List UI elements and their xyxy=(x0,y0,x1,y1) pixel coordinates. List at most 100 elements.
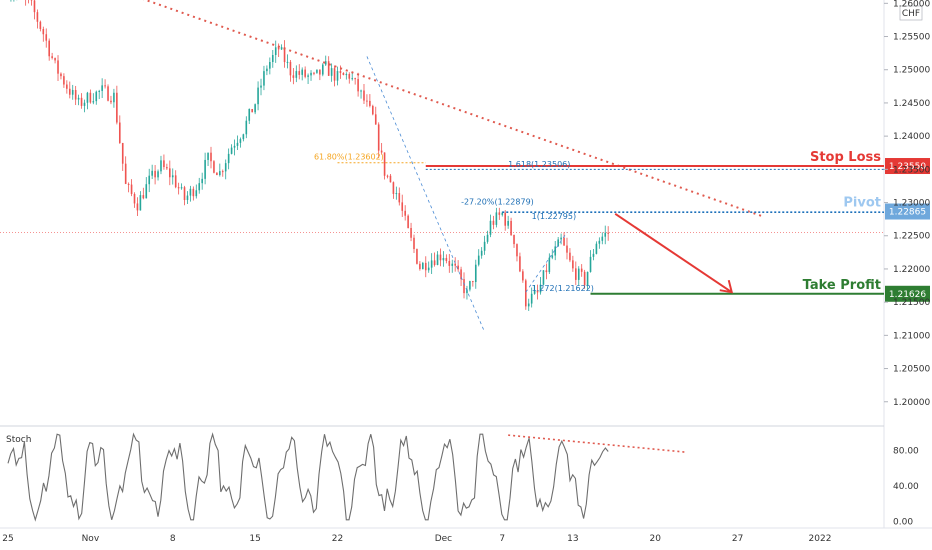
level-price-tag xyxy=(885,158,930,175)
candle-body xyxy=(424,262,427,271)
candle-body xyxy=(598,240,601,244)
candle-body xyxy=(101,85,103,91)
candle-body xyxy=(510,220,512,235)
candle-body xyxy=(42,29,45,35)
candle-body xyxy=(113,92,115,103)
stoch-tick-label: 40.00 xyxy=(893,482,919,492)
candle-body xyxy=(66,84,68,89)
candle-body xyxy=(474,264,477,283)
candle-body xyxy=(422,262,424,270)
candle-body xyxy=(348,74,351,79)
candle-body xyxy=(127,183,130,185)
candle-body xyxy=(566,245,568,253)
candle-body xyxy=(360,90,362,92)
candle-body xyxy=(439,254,442,261)
candle-body xyxy=(589,256,592,272)
candle-body xyxy=(198,183,201,191)
price-tick-label: 1.20500 xyxy=(893,365,930,375)
candle-body xyxy=(298,71,301,75)
candle-body xyxy=(151,170,153,176)
candle-body xyxy=(542,270,545,285)
level-label: Stop Loss xyxy=(810,150,881,165)
candle-body xyxy=(560,237,562,240)
candle-body xyxy=(383,152,386,176)
currency-label: CHF xyxy=(902,9,920,19)
candle-body xyxy=(195,190,198,197)
candle-body xyxy=(271,55,274,62)
candle-body xyxy=(442,258,445,261)
candle-body xyxy=(171,175,174,178)
candle-body xyxy=(251,108,253,113)
candle-body xyxy=(554,246,557,256)
fib-wave-line xyxy=(525,232,568,293)
projection-arrow xyxy=(614,212,733,294)
candle-body xyxy=(345,74,348,76)
candle-body xyxy=(169,168,171,178)
candle-body xyxy=(460,269,462,280)
candle-body xyxy=(230,147,233,154)
candle-body xyxy=(118,122,121,143)
candle-body xyxy=(86,92,89,103)
candle-body xyxy=(363,90,365,101)
candle-body xyxy=(213,161,215,173)
candle-body xyxy=(327,61,330,76)
candle-body xyxy=(274,47,277,56)
candle-body xyxy=(104,85,106,87)
fib-label: 1.272(1.21622) xyxy=(532,284,594,293)
candle-body xyxy=(321,64,324,75)
candle-body xyxy=(189,188,192,196)
level-label: Pivot xyxy=(843,196,881,211)
candle-body xyxy=(98,90,101,92)
fib-label: 1.618(1.23506) xyxy=(508,160,570,169)
candle-body xyxy=(407,215,409,228)
candle-body xyxy=(77,97,80,100)
date-tick-label: Nov xyxy=(82,534,100,544)
candle-body xyxy=(583,271,586,286)
candle-body xyxy=(404,210,406,216)
candle-body xyxy=(301,69,304,75)
candle-body xyxy=(536,290,539,293)
candle-body xyxy=(419,263,421,270)
candle-body xyxy=(372,105,374,115)
candle-body xyxy=(577,268,580,280)
candle-body xyxy=(254,104,256,113)
candle-body xyxy=(498,212,501,215)
stoch-title: Stoch xyxy=(6,435,31,445)
candle-body xyxy=(563,237,565,246)
trendline xyxy=(142,0,762,217)
candle-body xyxy=(207,152,209,160)
candle-body xyxy=(57,60,59,74)
candle-body xyxy=(354,78,356,80)
candle-body xyxy=(398,193,401,203)
price-tick-label: 1.22000 xyxy=(893,265,930,275)
candle-body xyxy=(427,267,430,271)
candle-body xyxy=(380,150,383,153)
candle-body xyxy=(283,47,286,63)
candle-body xyxy=(245,120,248,135)
fib-wave-line xyxy=(366,56,485,333)
price-tick-label: 1.23500 xyxy=(893,165,930,175)
candle-body xyxy=(457,265,459,270)
candle-body xyxy=(160,160,162,172)
candle-body xyxy=(366,100,368,102)
candle-body xyxy=(292,75,295,78)
price-tick-label: 1.26000 xyxy=(893,0,930,9)
stoch-tick-label: 0.00 xyxy=(893,518,913,528)
candle-body xyxy=(148,175,151,185)
candle-body xyxy=(39,21,42,30)
candle-body xyxy=(224,163,227,172)
candle-body xyxy=(392,182,395,194)
candle-body xyxy=(586,271,589,286)
candle-body xyxy=(45,34,48,41)
candle-body xyxy=(233,145,236,148)
candle-body xyxy=(489,220,492,235)
candle-body xyxy=(139,195,142,211)
candle-body xyxy=(295,71,298,78)
candle-body xyxy=(63,76,65,85)
candle-body xyxy=(227,153,230,164)
candle-body xyxy=(357,79,359,92)
candle-body xyxy=(51,56,53,58)
candle-body xyxy=(324,61,327,65)
price-axis-panel xyxy=(884,0,932,550)
candle-body xyxy=(242,134,245,140)
